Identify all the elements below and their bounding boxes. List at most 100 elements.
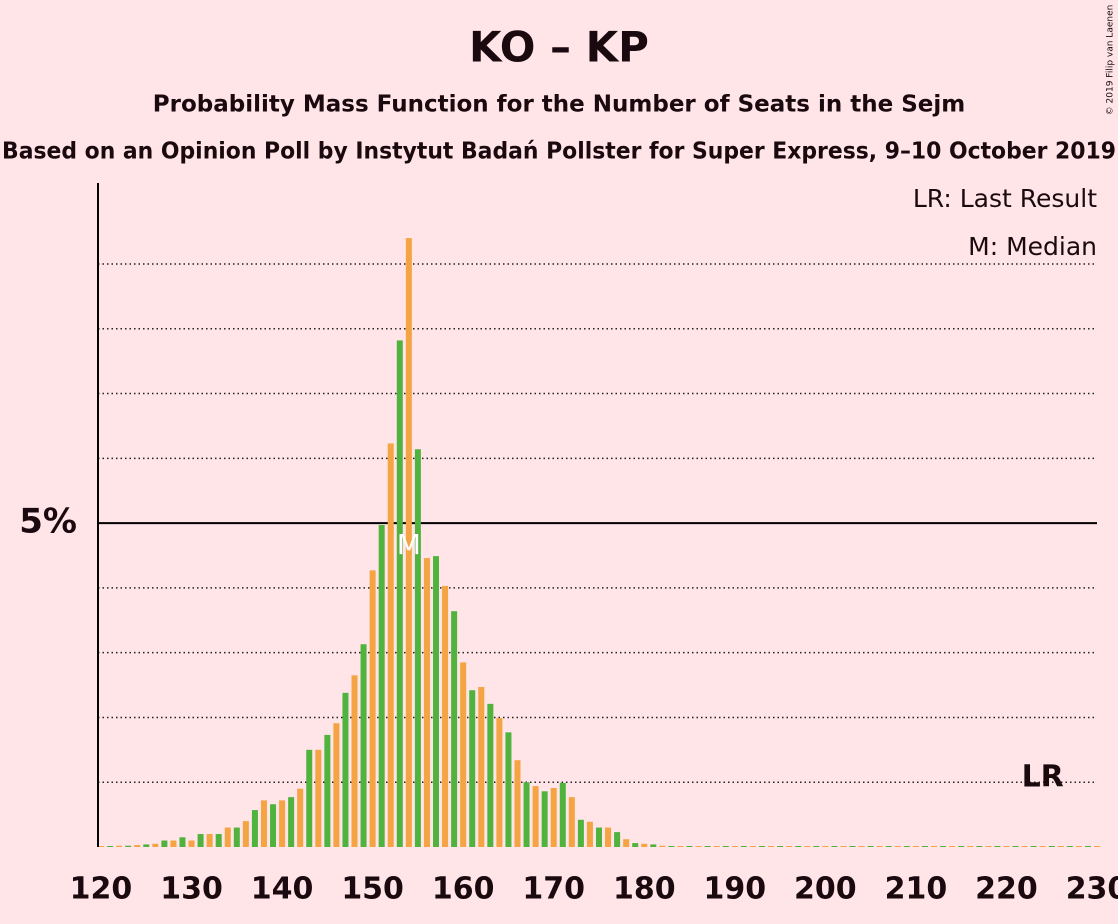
bar	[360, 644, 367, 847]
bar	[931, 846, 938, 847]
bar	[97, 846, 104, 847]
bar	[369, 570, 376, 847]
bar	[876, 846, 883, 847]
bar	[387, 443, 394, 847]
bar	[233, 827, 240, 847]
bar	[433, 556, 440, 847]
bar	[804, 846, 811, 847]
bar	[188, 840, 195, 847]
x-tick-label: 180	[613, 872, 676, 907]
bar	[641, 843, 648, 847]
bar	[197, 834, 204, 847]
x-tick-label: 120	[70, 872, 133, 907]
bar	[686, 846, 693, 847]
bar	[650, 844, 657, 847]
bar	[306, 749, 313, 847]
bar	[107, 846, 114, 847]
bar	[994, 846, 1001, 847]
bar	[559, 782, 566, 847]
x-tick-label: 220	[975, 872, 1038, 907]
bar	[568, 797, 575, 847]
bar	[840, 846, 847, 847]
x-tick-label: 130	[160, 872, 223, 907]
bar	[224, 827, 231, 847]
x-tick-label: 230	[1066, 872, 1118, 907]
bar	[831, 846, 838, 847]
bar	[885, 846, 892, 847]
bar	[414, 449, 421, 847]
bar	[958, 846, 965, 847]
bar	[279, 800, 286, 847]
bar	[315, 749, 322, 847]
bar	[921, 846, 928, 847]
bar	[451, 611, 458, 847]
bar	[496, 718, 503, 847]
bar	[985, 846, 992, 847]
bar	[378, 525, 385, 847]
bar	[677, 846, 684, 847]
chart-subtitle: Probability Mass Function for the Number…	[153, 92, 965, 118]
bar	[550, 788, 557, 847]
bar	[1066, 846, 1073, 847]
bar	[903, 846, 910, 847]
bar	[170, 840, 177, 847]
copyright: © 2019 Filip van Laenen	[1106, 5, 1116, 116]
bar	[324, 734, 331, 847]
y-tick-label: 5%	[19, 502, 77, 542]
x-tick-label: 150	[341, 872, 404, 907]
bar	[659, 845, 666, 847]
bar	[704, 846, 711, 847]
bar	[1094, 846, 1100, 847]
bar	[1075, 846, 1082, 847]
bar	[1084, 846, 1091, 847]
chart-subtitle: Based on an Opinion Poll by Instytut Bad…	[2, 139, 1116, 165]
x-tick-label: 210	[885, 872, 948, 907]
bar	[460, 662, 467, 847]
bar	[668, 846, 675, 847]
bar	[722, 846, 729, 847]
bar	[116, 845, 123, 847]
bar	[1003, 846, 1010, 847]
bar	[813, 846, 820, 847]
bar	[487, 703, 494, 847]
bar	[849, 846, 856, 847]
bar	[577, 819, 584, 847]
bar	[342, 692, 349, 847]
bar	[740, 846, 747, 847]
bar	[206, 834, 213, 847]
bar	[179, 837, 186, 847]
bar	[505, 732, 512, 847]
bar	[614, 832, 621, 847]
bar	[152, 843, 159, 847]
bar	[514, 760, 521, 847]
median-marker: M	[397, 528, 421, 561]
bar	[396, 340, 403, 847]
bar	[251, 810, 258, 847]
bar	[1048, 846, 1055, 847]
bar	[288, 797, 295, 847]
bar	[912, 846, 919, 847]
last-result-marker: LR	[1022, 760, 1064, 795]
bar	[777, 846, 784, 847]
bar	[297, 788, 304, 847]
bar	[795, 846, 802, 847]
bar	[586, 821, 593, 847]
bar	[786, 846, 793, 847]
bar	[215, 834, 222, 847]
bar	[632, 843, 639, 847]
bar	[595, 827, 602, 847]
bar	[523, 782, 530, 847]
bar	[161, 840, 168, 847]
bar	[949, 846, 956, 847]
bar	[758, 846, 765, 847]
x-tick-label: 140	[251, 872, 314, 907]
bar	[541, 791, 548, 847]
bar	[143, 844, 150, 847]
legend-entry: M: Median	[968, 232, 1097, 261]
x-tick-label: 200	[794, 872, 857, 907]
chart-title: KO – KP	[469, 23, 649, 72]
bar	[442, 585, 449, 847]
bar	[713, 846, 720, 847]
bar	[134, 845, 141, 847]
